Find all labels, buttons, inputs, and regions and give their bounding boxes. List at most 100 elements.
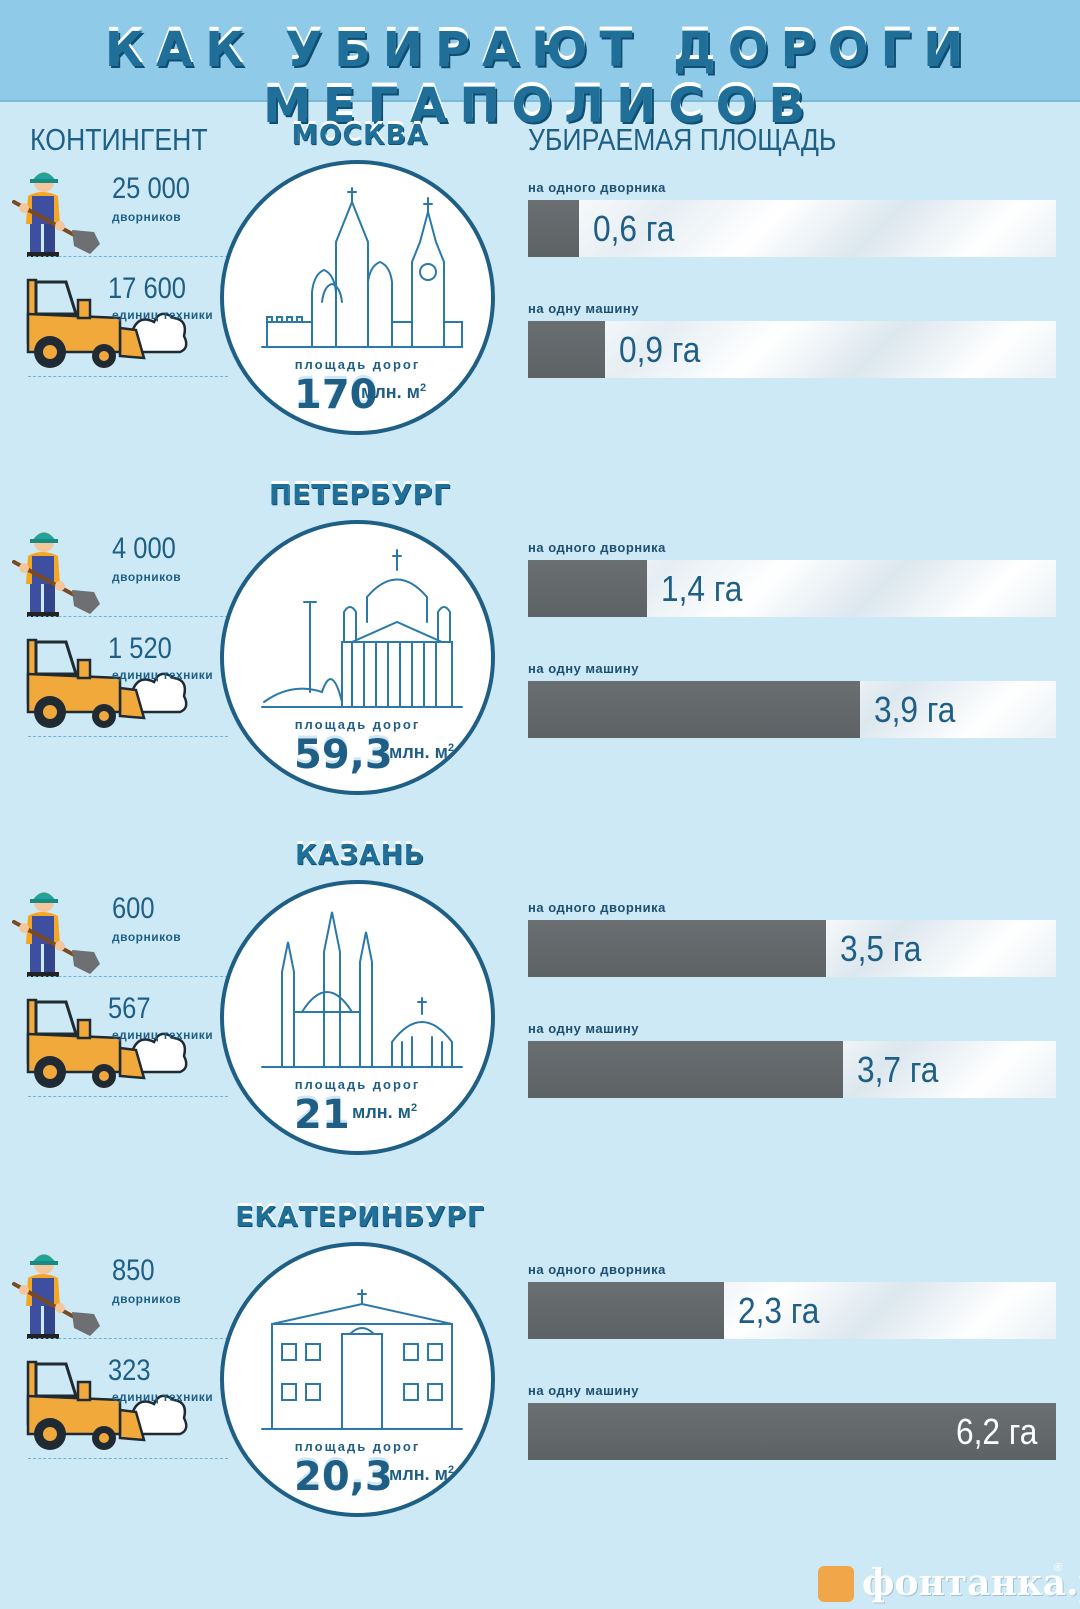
- kremlin-icon: [252, 182, 472, 357]
- divider: [28, 376, 228, 377]
- contingent-header: КОНТИНГЕНТ: [30, 122, 208, 157]
- city-name: МОСКВА: [291, 118, 429, 151]
- bar-track: 2,3 га: [528, 1282, 1056, 1339]
- fontanka-logo-text: фонтанка.ру: [862, 1562, 1080, 1604]
- road-area-unit-sup: 2: [447, 742, 455, 754]
- city-circle: площадь дорог 170 млн. м2: [220, 160, 495, 435]
- city-name: КАЗАНЬ: [294, 838, 426, 871]
- road-area-unit: млн. м2: [389, 1464, 454, 1485]
- bar: [528, 1282, 724, 1339]
- area-header: УБИРАЕМАЯ ПЛОЩАДЬ: [528, 122, 837, 157]
- machine-count: 323: [108, 1354, 151, 1387]
- header-banner: КАК УБИРАЮТ ДОРОГИ МЕГАПОЛИСОВ: [0, 0, 1080, 134]
- road-area-value: 21: [294, 1092, 350, 1138]
- divider: [28, 1458, 228, 1459]
- road-area-unit-sup: 2: [410, 1102, 418, 1114]
- janitor-icon: [10, 526, 105, 623]
- bar-track: 0,6 га: [528, 200, 1056, 257]
- bar-value-label: 3,7 га: [857, 1049, 939, 1090]
- machine-count: 1 520: [108, 632, 172, 665]
- road-area-value: 59,3: [294, 732, 393, 778]
- machine-count-label: единиц техники: [112, 308, 214, 322]
- kul-sharif-mosque-icon: [252, 902, 472, 1077]
- janitor-count-label: дворников: [112, 210, 182, 224]
- snowplow-icon: [20, 274, 190, 379]
- bar-track: 3,7 га: [528, 1041, 1056, 1098]
- divider: [28, 976, 228, 977]
- road-area-value: 170: [294, 372, 378, 418]
- city-circle: площадь дорог 21 млн. м2: [220, 880, 495, 1155]
- bar: [528, 681, 860, 738]
- road-area-unit-text: млн. м: [389, 1464, 448, 1484]
- bar-track: 6,2 га: [528, 1403, 1056, 1460]
- bar-caption: на одну машину: [528, 1383, 639, 1398]
- city-block: МОСКВА 25 000 дворников 17 600 единиц техник…: [0, 118, 1080, 468]
- fontanka-logo: фонтанка.ру ®: [818, 1562, 1080, 1606]
- snowplow-icon: [20, 634, 190, 739]
- city-block: КАЗАНЬ 600 дворников 567 единиц техники площа…: [0, 838, 1080, 1188]
- road-area-unit: млн. м2: [352, 1102, 417, 1123]
- bar-caption: на одного дворника: [528, 900, 666, 915]
- bar-caption: на одну машину: [528, 1021, 639, 1036]
- bar-caption: на одного дворника: [528, 180, 666, 195]
- divider: [28, 1096, 228, 1097]
- bar: [528, 1403, 1056, 1460]
- machine-count: 17 600: [108, 272, 187, 305]
- bar: [528, 560, 647, 617]
- city-circle: площадь дорог 59,3 млн. м2: [220, 520, 495, 795]
- city-circle: площадь дорог 20,3 млн. м2: [220, 1242, 495, 1517]
- machine-count-label: единиц техники: [112, 668, 214, 682]
- bar-caption: на одну машину: [528, 301, 639, 316]
- bar: [528, 200, 579, 257]
- bar-track: 3,5 га: [528, 920, 1056, 977]
- road-area-label: площадь дорог: [294, 1077, 421, 1092]
- bar-value-label: 2,3 га: [738, 1290, 820, 1331]
- janitor-count-label: дворников: [112, 1292, 182, 1306]
- snowplow-icon: [20, 1356, 190, 1461]
- bar: [528, 1041, 843, 1098]
- janitor-icon: [10, 166, 105, 263]
- bar-value-label: 1,4 га: [661, 568, 743, 609]
- janitor-count: 25 000: [112, 172, 191, 205]
- bar: [528, 321, 605, 378]
- road-area-unit: млн. м2: [361, 382, 426, 403]
- city-block: ПЕТЕРБУРГ 4 000 дворников 1 520 единиц техни…: [0, 478, 1080, 828]
- road-area-label: площадь дорог: [294, 1439, 421, 1454]
- road-area-unit-sup: 2: [447, 1464, 455, 1476]
- janitor-count: 850: [112, 1254, 155, 1287]
- janitor-count-label: дворников: [112, 930, 182, 944]
- fontanka-logo-icon: [818, 1566, 854, 1602]
- bar-caption: на одного дворника: [528, 1262, 666, 1277]
- divider: [28, 736, 228, 737]
- bar-caption: на одного дворника: [528, 540, 666, 555]
- road-area-unit-text: млн. м: [352, 1102, 411, 1122]
- bar-value-label: 0,6 га: [593, 208, 675, 249]
- janitor-icon: [10, 886, 105, 983]
- city-name: ЕКАТЕРИНБУРГ: [235, 1200, 485, 1233]
- road-area-unit-text: млн. м: [361, 382, 420, 402]
- machine-count-label: единиц техники: [112, 1390, 214, 1404]
- bar-track: 0,9 га: [528, 321, 1056, 378]
- bar-value-label: 0,9 га: [619, 329, 701, 370]
- machine-count: 567: [108, 992, 151, 1025]
- city-name: ПЕТЕРБУРГ: [268, 478, 452, 511]
- page-title: КАК УБИРАЮТ ДОРОГИ МЕГАПОЛИСОВ: [104, 22, 976, 134]
- janitor-count: 600: [112, 892, 155, 925]
- isaac-cathedral-icon: [252, 542, 472, 717]
- city-hall-icon: [252, 1264, 472, 1439]
- divider: [28, 1338, 228, 1339]
- road-area-unit-sup: 2: [419, 382, 427, 394]
- machine-count-label: единиц техники: [112, 1028, 214, 1042]
- janitor-icon: [10, 1248, 105, 1345]
- registered-mark: ®: [1054, 1562, 1063, 1574]
- divider: [28, 616, 228, 617]
- snowplow-icon: [20, 994, 190, 1099]
- bar-value-label: 3,9 га: [874, 689, 956, 730]
- road-area-unit: млн. м2: [389, 742, 454, 763]
- bar-track: 1,4 га: [528, 560, 1056, 617]
- bar-track: 3,9 га: [528, 681, 1056, 738]
- bar-value-label: 6,2 га: [956, 1411, 1038, 1452]
- road-area-label: площадь дорог: [294, 717, 421, 732]
- janitor-count: 4 000: [112, 532, 176, 565]
- bar-caption: на одну машину: [528, 661, 639, 676]
